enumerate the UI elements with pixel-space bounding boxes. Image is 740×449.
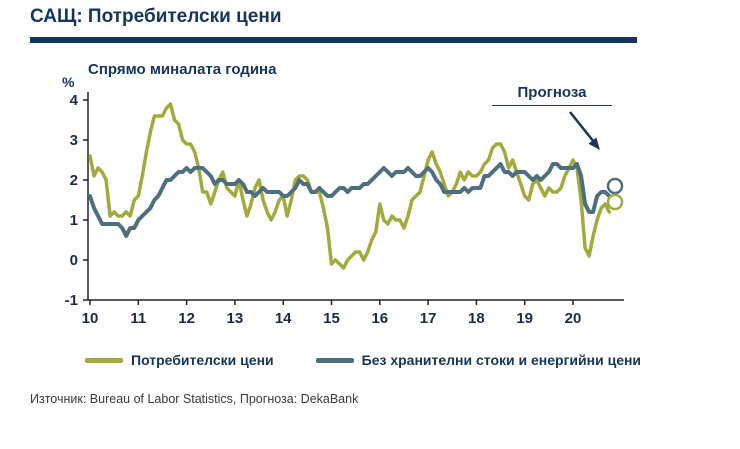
svg-text:14: 14	[275, 310, 292, 327]
cpi-line-swatch	[85, 357, 123, 363]
svg-text:3: 3	[70, 132, 78, 149]
svg-text:16: 16	[371, 310, 388, 327]
legend-item-core: Без хранителни стоки и енергийни цени	[315, 352, 642, 368]
svg-text:15: 15	[323, 310, 340, 327]
title-rule	[30, 37, 637, 43]
svg-text:0: 0	[70, 252, 78, 269]
y-axis-unit-label: %	[62, 74, 75, 90]
chart-subtitle: Спрямо миналата година	[88, 61, 277, 78]
svg-text:4: 4	[70, 92, 79, 109]
svg-text:11: 11	[130, 310, 146, 327]
core-line-swatch	[315, 357, 354, 363]
svg-text:10: 10	[82, 310, 99, 327]
source-note: Източник: Bureau of Labor Statistics, Пр…	[30, 392, 359, 406]
legend-item-cpi: Потребителски цени	[85, 352, 274, 368]
svg-text:18: 18	[468, 310, 485, 327]
svg-text:12: 12	[178, 310, 195, 327]
svg-text:1: 1	[70, 212, 78, 229]
legend-label-core: Без хранителни стоки и енергийни цени	[361, 352, 642, 368]
svg-text:13: 13	[227, 310, 244, 327]
svg-text:17: 17	[420, 310, 437, 327]
svg-text:20: 20	[565, 310, 582, 327]
page-title: САЩ: Потребителски цени	[30, 6, 282, 27]
svg-text:19: 19	[516, 310, 533, 327]
legend-label-cpi: Потребителски цени	[131, 352, 274, 368]
svg-text:2: 2	[70, 172, 78, 189]
chart-legend: Потребителски цени Без хранителни стоки …	[85, 352, 641, 368]
svg-text:-1: -1	[65, 292, 78, 309]
